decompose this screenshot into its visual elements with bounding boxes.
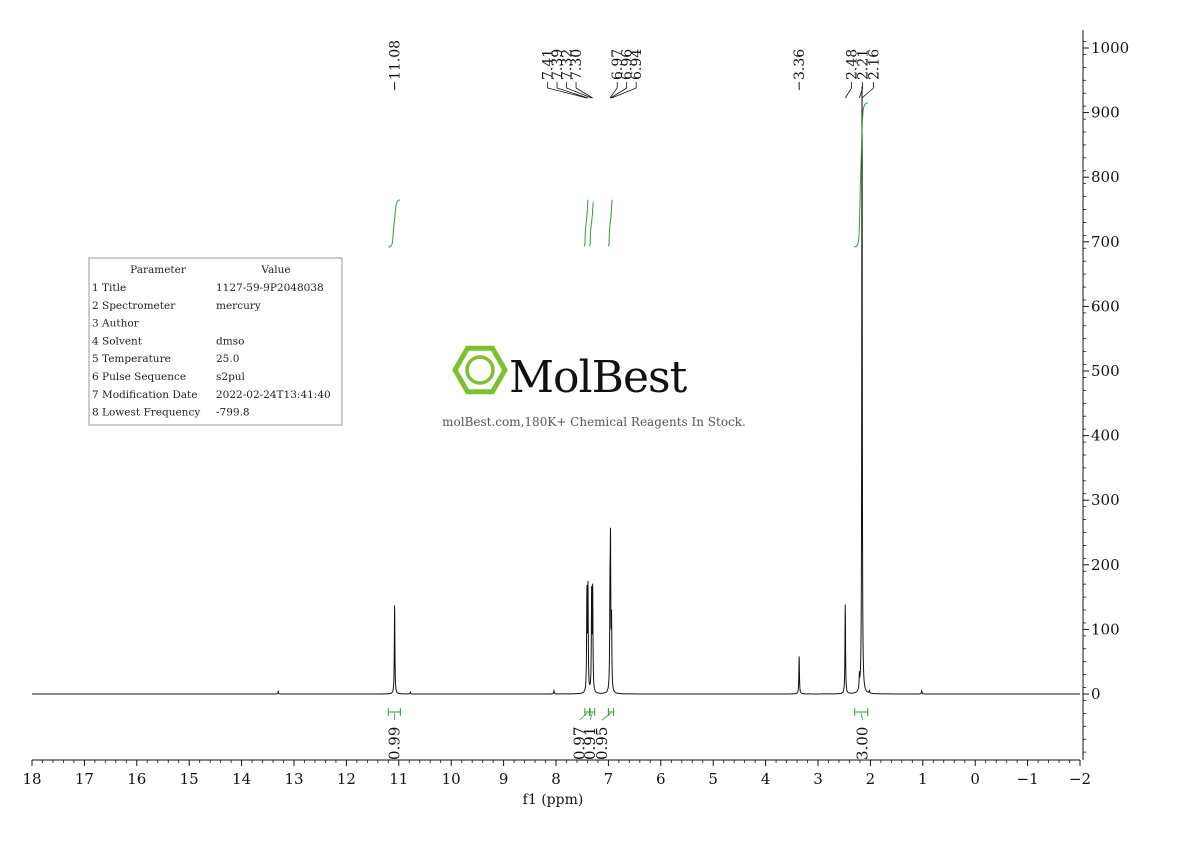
integral-label: 0.97 — [571, 727, 589, 760]
y-tick-label: 100 — [1091, 620, 1120, 638]
integral-label-connector — [860, 712, 863, 721]
x-tick-label: 6 — [656, 770, 666, 788]
peak-label-connector — [859, 82, 863, 99]
y-tick-label: 200 — [1091, 556, 1120, 574]
x-tick-label: 14 — [232, 770, 251, 788]
peak-label-connector — [575, 82, 593, 99]
integral-curve — [388, 199, 400, 248]
peak-label: 2.16 — [867, 49, 883, 80]
y-tick-label: 600 — [1091, 297, 1120, 315]
x-tick-label: 9 — [499, 770, 509, 788]
x-tick-label: 11 — [389, 770, 408, 788]
parameter-table: Parameter Value 1 Title 1127-59-9P2048038… — [88, 257, 343, 426]
x-tick-label: 5 — [708, 770, 718, 788]
brand-name: MolBest — [509, 352, 688, 403]
peak-label-connector — [861, 82, 874, 99]
x-tick-label: 15 — [180, 770, 199, 788]
parameter-name: 3 Author — [92, 318, 140, 330]
x-tick-label: 0 — [970, 770, 980, 788]
integral-label: 0.91 — [581, 727, 599, 760]
peak-label-connector — [566, 82, 592, 99]
x-tick-label: 8 — [551, 770, 561, 788]
peak-label: 6.94 — [629, 49, 645, 80]
integral-curve — [607, 199, 614, 247]
parameter-value: dmso — [216, 335, 244, 347]
plot-area: 18 17 16 15 14 13 12 11 10 9 8 7 6 5 4 3 2 1 0 −1 −2f1 (ppm)… — [22, 30, 1129, 808]
x-tick-label: 18 — [22, 770, 41, 788]
parameter-name: 4 Solvent — [92, 335, 143, 347]
molbest-watermark: MolBest molBest.com,180K+ Chemical Reage… — [442, 345, 746, 429]
parameter-name: 2 Spectrometer — [92, 300, 176, 312]
peak-label: 2.48 — [845, 49, 861, 80]
value-header-label: Value — [260, 264, 290, 276]
peak-label-connector — [844, 82, 852, 99]
parameter-name: 7 Modification Date — [92, 389, 197, 401]
peak-label: 7.30 — [569, 49, 585, 80]
integral-curve — [583, 199, 589, 247]
parameter-value: s2pul — [216, 371, 246, 383]
y-tick-label: 300 — [1091, 491, 1120, 509]
y-tick-label: 1000 — [1091, 39, 1129, 57]
integral-label: 3.00 — [854, 727, 872, 760]
peak-label-connector — [556, 82, 589, 99]
parameter-name: 6 Pulse Sequence — [92, 371, 186, 383]
integral-label-connector — [589, 712, 593, 721]
integral-label: 0.99 — [386, 727, 404, 760]
peak-label: 6.96 — [620, 49, 636, 80]
y-tick-label: 0 — [1091, 685, 1101, 703]
integral-label-connector — [601, 712, 612, 721]
peak-label: 11.08 — [388, 40, 404, 80]
y-tick-label: 700 — [1091, 233, 1120, 251]
y-tick-label: 400 — [1091, 427, 1120, 445]
x-tick-label: 7 — [604, 770, 614, 788]
x-tick-label: −2 — [1069, 770, 1091, 788]
x-tick-label: 17 — [75, 770, 94, 788]
peak-label: 6.97 — [610, 49, 626, 80]
peak-label-connector — [547, 82, 588, 99]
spectrum-trace — [32, 86, 1080, 695]
benzene-logo-icon — [452, 345, 508, 395]
y-tick-label: 900 — [1091, 104, 1120, 122]
x-axis-title: f1 (ppm) — [523, 792, 584, 808]
peak-label: 7.39 — [550, 49, 566, 80]
peak-label: 7.41 — [541, 49, 557, 80]
x-tick-label: 16 — [127, 770, 146, 788]
parameter-value: 1127-59-9P2048038 — [216, 282, 324, 294]
x-tick-label: −1 — [1017, 770, 1039, 788]
parameter-value: 2022-02-24T13:41:40 — [216, 389, 331, 401]
parameter-value: -799.8 — [216, 407, 250, 419]
integral-curve — [853, 102, 868, 248]
peak-label-connector — [611, 82, 637, 99]
y-tick-label: 500 — [1091, 362, 1120, 380]
x-tick-label: 3 — [813, 770, 823, 788]
peak-label: 2.21 — [856, 49, 872, 80]
parameter-table-border — [88, 257, 343, 426]
parameter-name: 1 Title — [92, 282, 126, 294]
parameter-value: mercury — [216, 300, 261, 312]
x-tick-label: 4 — [761, 770, 771, 788]
x-tick-label: 13 — [284, 770, 303, 788]
x-tick-label: 12 — [337, 770, 356, 788]
peak-label: 3.36 — [792, 49, 808, 80]
peak-label: 7.32 — [560, 49, 576, 80]
x-tick-label: 1 — [918, 770, 928, 788]
integral-label-connector — [579, 712, 588, 721]
watermark-tagline: molBest.com,180K+ Chemical Reagents In S… — [442, 415, 746, 429]
parameter-header-label: Parameter — [130, 264, 187, 276]
parameter-name: 8 Lowest Frequency — [92, 407, 200, 419]
parameter-value: 25.0 — [216, 353, 239, 365]
x-tick-label: 2 — [866, 770, 876, 788]
peak-label-connector — [609, 82, 618, 99]
parameter-name: 5 Temperature — [92, 353, 171, 365]
integral-curve — [588, 201, 595, 247]
integral-label: 0.95 — [593, 727, 611, 760]
peak-label-connector — [610, 82, 628, 99]
y-tick-label: 800 — [1091, 168, 1120, 186]
x-tick-label: 10 — [442, 770, 461, 788]
